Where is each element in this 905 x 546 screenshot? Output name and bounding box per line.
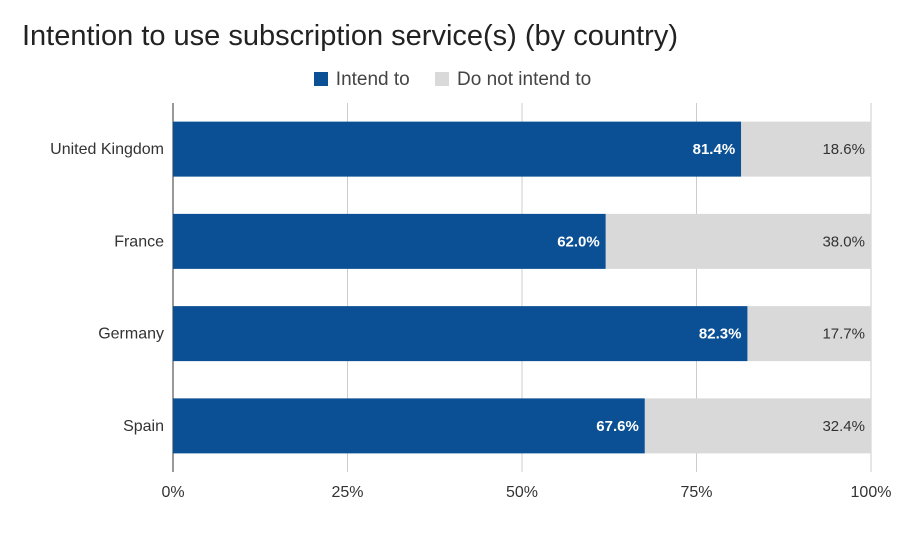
- bar-france-intend: [173, 213, 606, 269]
- data-label-spain-intend: 67.6%: [596, 418, 639, 435]
- bar-france-not-intend: [605, 213, 871, 269]
- category-label-germany: Germany: [98, 326, 164, 343]
- x-tick-label-25: 25%: [331, 484, 363, 501]
- legend: Intend to Do not intend to: [0, 69, 905, 91]
- category-label-united-kingdom: United Kingdom: [50, 141, 164, 158]
- x-tick-label-0: 0%: [161, 484, 184, 501]
- data-label-united-kingdom-intend: 81.4%: [693, 141, 736, 158]
- legend-item-not-intend: Do not intend to: [435, 69, 591, 91]
- data-label-germany-intend: 82.3%: [699, 326, 742, 343]
- legend-item-intend: Intend to: [313, 69, 410, 91]
- data-label-spain-not-intend: 32.4%: [822, 418, 865, 435]
- bar-spain-intend: [173, 398, 645, 454]
- x-tick-label-50: 50%: [506, 484, 538, 501]
- bar-spain-not-intend: [644, 398, 871, 454]
- data-label-france-not-intend: 38.0%: [822, 233, 865, 250]
- bar-germany-not-intend: [747, 306, 871, 362]
- bar-united-kingdom-intend: [173, 121, 742, 177]
- bar-germany-intend: [173, 306, 748, 362]
- data-label-france-intend: 62.0%: [557, 233, 600, 250]
- data-label-united-kingdom-not-intend: 18.6%: [822, 141, 865, 158]
- legend-label-intend: Intend to: [335, 69, 410, 90]
- legend-swatch-intend: [313, 72, 328, 86]
- x-tick-label-75: 75%: [680, 484, 712, 501]
- x-tick-label-100: 100%: [851, 484, 892, 501]
- category-label-france: France: [114, 233, 164, 250]
- data-label-germany-not-intend: 17.7%: [822, 326, 865, 343]
- category-label-spain: Spain: [123, 418, 164, 435]
- bar-united-kingdom-not-intend: [741, 121, 871, 177]
- chart-title: Intention to use subscription service(s)…: [22, 20, 678, 52]
- legend-swatch-not-intend: [435, 72, 450, 86]
- legend-label-not-intend: Do not intend to: [457, 69, 592, 90]
